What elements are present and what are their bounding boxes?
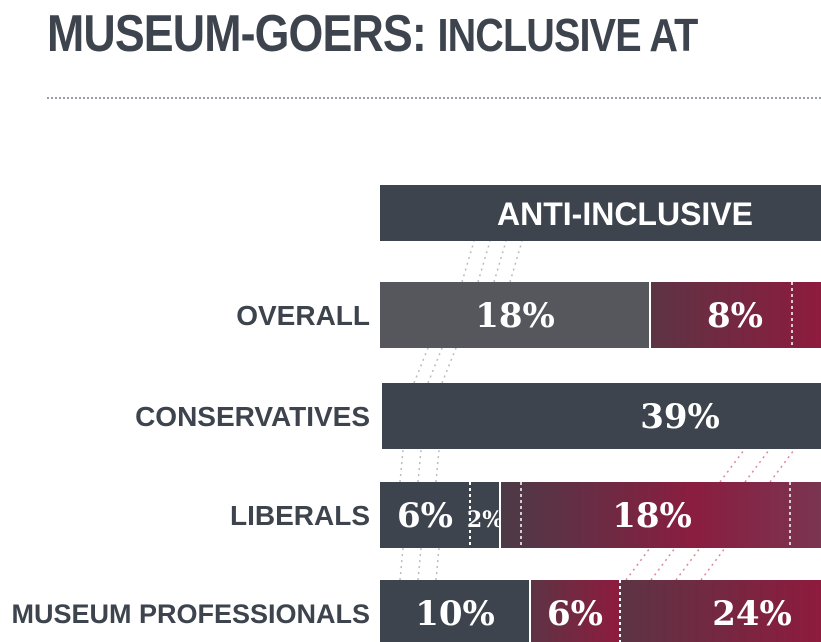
segment-value-label: 18% [612, 496, 692, 536]
bar-segment [620, 580, 821, 642]
segment-value-label: 6% [397, 496, 453, 536]
category-label-museum-professionals: MUSEUM PROFESSIONALS [11, 599, 370, 629]
bar-segment [470, 482, 500, 548]
chart-title: MUSEUM-GOERS: INCLUSIVE AT [47, 4, 698, 64]
anti-inclusive-header-label: ANTI-INCLUSIVE [497, 196, 753, 232]
segment-value-label: 8% [707, 296, 763, 336]
connector-lines [399, 240, 523, 581]
segment-value-label: 10% [415, 594, 495, 634]
bar-segment [380, 482, 470, 548]
connector-lines-red [625, 449, 795, 581]
bar-segment [382, 383, 821, 449]
segment-value-label: 39% [640, 397, 720, 437]
title-divider [47, 97, 821, 99]
category-label-liberals: LIBERALS [230, 500, 370, 531]
anti-inclusive-header-bar [380, 185, 821, 241]
category-label-overall: OVERALL [236, 300, 370, 331]
bar-rows: OVERALL 18% 8% CONSERVATIVES 39% LIBERALS 6% 2%… [11, 282, 821, 642]
segment-value-label: 24% [712, 594, 792, 634]
segment-value-label: 18% [475, 296, 555, 336]
title-sub: INCLUSIVE AT [437, 9, 698, 61]
segment-value-label: 6% [547, 594, 603, 634]
category-label-conservatives: CONSERVATIVES [135, 401, 370, 432]
title-main: MUSEUM-GOERS: [47, 5, 427, 63]
bar-segment [380, 282, 650, 348]
segment-value-label: 2% [467, 507, 503, 533]
bar-segment [380, 580, 530, 642]
bar-segment [500, 482, 821, 548]
bar-segment [530, 580, 620, 642]
